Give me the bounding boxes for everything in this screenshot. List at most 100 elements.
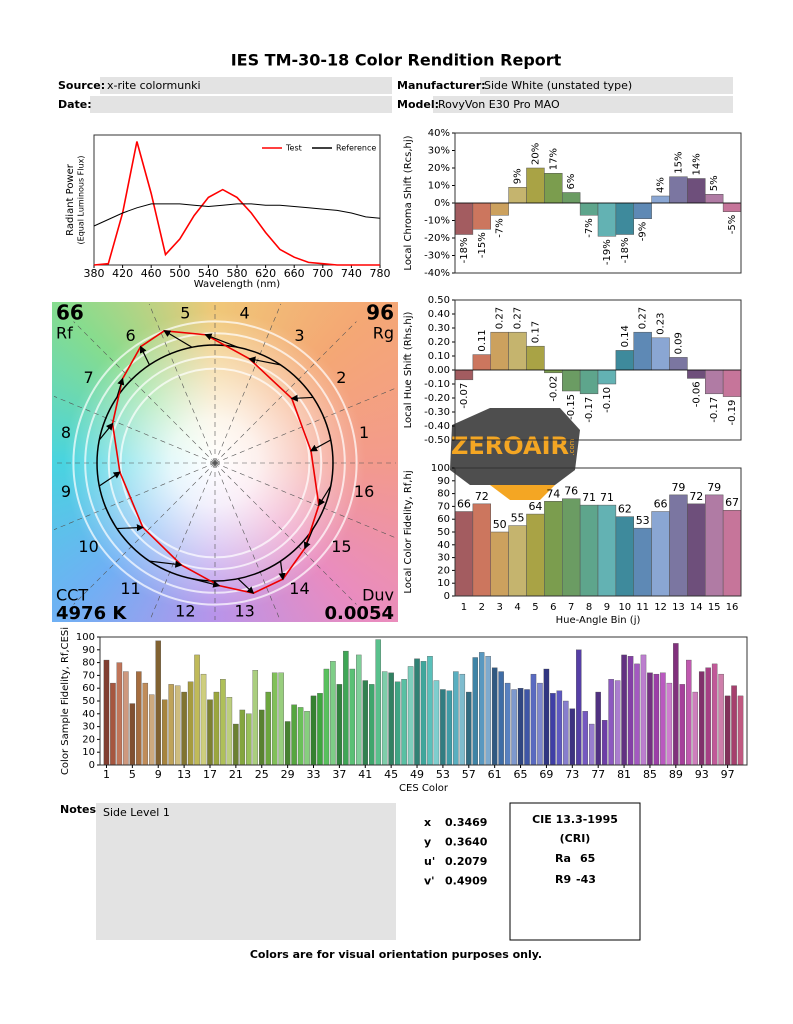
bar [155,640,161,766]
bar [705,494,724,597]
bin-label: 13 [234,602,254,621]
bar-label: -0.06 [691,381,702,407]
coord-value: 0.4909 [445,875,487,888]
coord-label: y [424,836,431,849]
x-tick-label: 540 [198,267,219,280]
bar [446,690,453,766]
x-tick-label: 700 [312,267,333,280]
bin-label: 7 [84,368,94,387]
bar [562,498,581,597]
shift-arrow [116,524,145,532]
x-tick-label: 81 [617,768,631,781]
r9-value: -43 [576,873,596,886]
bar [576,649,582,766]
bin-label: 8 [61,423,71,442]
y-tick-label: 30 [437,553,450,564]
x-tick-label: 9 [155,768,162,781]
bar [737,695,744,766]
bar [679,684,686,766]
bin-label: 1 [359,423,369,442]
bar [278,672,284,766]
guide-circle [107,355,323,571]
y-tick-label: 50 [82,696,95,707]
notes-box [96,803,396,940]
x-tick-label: 93 [695,768,709,781]
bar-label: 0.27 [495,307,506,329]
bin-divider [214,387,397,464]
bar [265,691,271,766]
x-tick-label: 14 [690,602,703,613]
shift-arrow [149,560,183,568]
bar [511,689,517,766]
bar [433,680,440,766]
y-tick-label: -30% [424,251,450,262]
bar-label: -7% [495,218,506,237]
bar [252,670,259,766]
field-box [433,96,733,113]
bar [722,509,742,597]
x-tick-label: 3 [497,602,503,613]
bar [579,369,599,395]
bar [615,202,634,235]
bar [633,331,652,371]
bar [490,531,509,597]
bar [544,173,563,204]
x-tick-label: 8 [586,602,592,613]
y-tick-label: 20 [82,734,95,745]
bar [634,663,640,766]
x-tick-label: 5 [129,768,136,781]
bar [601,720,608,766]
bar [207,699,213,766]
watermark-badge [450,408,580,485]
bar [508,525,527,597]
y-tick-label: 30 [82,722,95,733]
plot-frame [454,467,742,597]
x-tick-label: 57 [462,768,476,781]
coord-value: 0.3469 [445,816,487,829]
bar [504,682,511,766]
bar [472,354,491,371]
y-tick-label: -40% [424,268,450,279]
bar-label: 72 [689,490,703,503]
y-tick-label: 0.00 [428,365,450,376]
bar [673,643,679,766]
bar [136,671,142,766]
bar [310,695,317,766]
bar [508,187,527,204]
duv-label: Duv [362,586,394,605]
bar-label: 55 [511,512,525,525]
bar-label: 20% [530,143,541,165]
bar [454,202,474,235]
ra-label: Ra [555,852,571,865]
bar [597,202,617,237]
y-tick-label: 0.10 [428,351,450,362]
bar-label: -15% [477,232,488,258]
bar [724,695,731,766]
bar [161,699,168,766]
bar [454,511,474,597]
bar [543,668,550,766]
bar [526,167,545,204]
bar-label: 4% [656,177,667,193]
bar-label: -0.07 [459,383,470,409]
bar-label: 76 [564,485,578,498]
x-tick-label: 2 [479,602,485,613]
y-tick-label: 10 [437,578,450,589]
bar-label: 0.27 [638,307,649,329]
bar [284,721,291,766]
plot-frame [454,132,742,274]
bar [459,673,466,766]
bar [651,337,670,371]
y-tick-label: 70 [82,670,95,681]
field-label: Date: [58,98,92,111]
bar-label: -18% [620,238,631,264]
x-tick-label: 41 [358,768,372,781]
y-tick-label: 40 [82,709,95,720]
x-tick-label: 1 [461,602,467,613]
x-tick-label: 500 [169,267,190,280]
bar [526,513,545,597]
shift-arrow [191,578,221,588]
bar-label: 79 [671,481,685,494]
